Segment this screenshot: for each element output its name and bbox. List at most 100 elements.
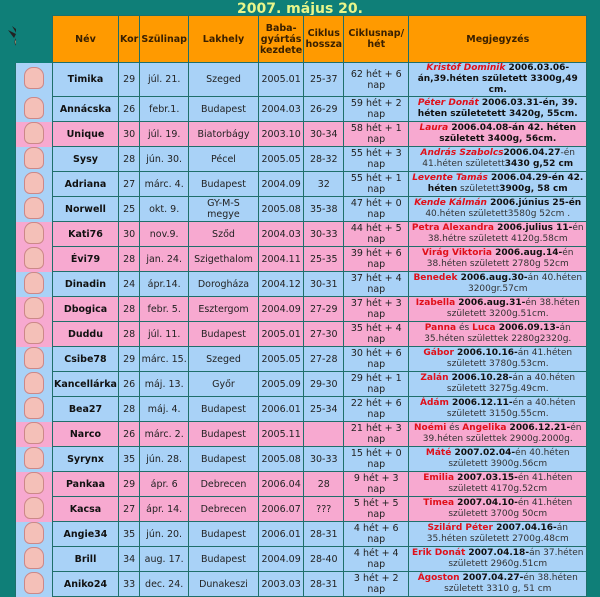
cell-cycle: 28-31 bbox=[303, 571, 345, 597]
cell-cycle: 28-40 bbox=[303, 546, 345, 572]
cell-note: András Szabolcs2006.04.27-én 41.héten sz… bbox=[408, 146, 588, 172]
baby-icon bbox=[24, 371, 44, 394]
cell-week: 37 hét + 3 nap bbox=[343, 296, 410, 322]
cell-note: Virág Viktoria 2006.aug.14-én 38.héten s… bbox=[408, 246, 588, 272]
cell-start: 2004.09 bbox=[257, 171, 305, 197]
cell-age: 28 bbox=[117, 296, 141, 322]
baby-icon bbox=[24, 246, 44, 269]
note-text: és bbox=[456, 323, 473, 333]
cell-cycle: 25-37 bbox=[303, 62, 345, 97]
cell-cycle: 29-30 bbox=[303, 371, 345, 397]
baby-cell bbox=[15, 321, 53, 347]
cell-birthday: jún. 28. bbox=[139, 446, 189, 472]
note-text: én 38.hétre született 4120g.58cm bbox=[427, 223, 584, 244]
cell-age: 30 bbox=[117, 121, 141, 147]
note-text: 2006.10.28- bbox=[448, 373, 513, 383]
cell-note: Noémi és Angelika 2006.12.21-én 39.héten… bbox=[408, 421, 588, 447]
baby-cell bbox=[15, 471, 53, 497]
cell-age: 25 bbox=[117, 196, 141, 222]
baby-icon bbox=[24, 521, 44, 544]
cell-start: 2005.01 bbox=[257, 62, 305, 97]
cell-city: Budapest bbox=[187, 421, 259, 447]
note-text: 2007.04.18- bbox=[465, 548, 530, 558]
note-text: 2006.június 25-én bbox=[486, 198, 582, 208]
cell-city: Budapest bbox=[187, 521, 259, 547]
note-text: án a 40.héten született 3275g.49cm. bbox=[446, 373, 576, 394]
cell-name: Bea27 bbox=[52, 396, 119, 422]
baby-icon bbox=[24, 496, 44, 519]
cell-note: Petra Alexandra 2006.julius 11-én 38.hét… bbox=[408, 221, 588, 247]
baby-icon bbox=[24, 96, 44, 119]
baby-name: Péter Donát bbox=[417, 98, 479, 108]
cell-week: 37 hét + 4 nap bbox=[343, 271, 410, 297]
cell-age: 26 bbox=[117, 371, 141, 397]
cell-start: 2006.07 bbox=[257, 496, 305, 522]
baby-cell bbox=[15, 371, 53, 397]
cell-name: Csibe78 bbox=[52, 346, 119, 372]
baby-name: Gábor bbox=[423, 348, 454, 358]
note-text: 2006.aug.31- bbox=[455, 298, 526, 308]
baby-cell bbox=[15, 196, 53, 222]
cell-name: Unique bbox=[52, 121, 119, 147]
cell-city: Budapest bbox=[187, 321, 259, 347]
baby-cell bbox=[15, 121, 53, 147]
cell-note: Ádám 2006.12.11-én a 40.héten született … bbox=[408, 396, 588, 422]
cell-week: 15 hét + 0 nap bbox=[343, 446, 410, 472]
cell-note: Panna és Luca 2006.09.13-án 35.héten szü… bbox=[408, 321, 588, 347]
table-row: Norwell 25 okt. 9. GY-M-S megye 2005.08 35-38… bbox=[15, 196, 588, 222]
note-text: án 35.héten született 2700g.48cm bbox=[426, 523, 569, 544]
cell-cycle: ??? bbox=[303, 496, 345, 522]
header-row: Név Kor Szülinap Lakhely Baba-gyártás ke… bbox=[15, 15, 588, 63]
table-row: Aniko24 33 dec. 24. Dunakeszi 2003.03 28-31 3 … bbox=[15, 571, 588, 597]
cell-birthday: máj. 13. bbox=[139, 371, 189, 397]
baby-name: Erik Donát bbox=[412, 548, 466, 558]
note-text: 2006.04.08-án 42. héten született 3400g,… bbox=[439, 123, 577, 144]
cell-city: Sződ bbox=[187, 221, 259, 247]
note-text: 2006.12.11- bbox=[448, 398, 513, 408]
cell-age: 28 bbox=[117, 321, 141, 347]
cell-birthday: márc. 2. bbox=[139, 421, 189, 447]
cell-birthday: márc. 4. bbox=[139, 171, 189, 197]
col-header-week: Ciklusnap/ hét bbox=[343, 15, 410, 63]
cell-city: Szeged bbox=[187, 346, 259, 372]
cell-cycle: 30-34 bbox=[303, 121, 345, 147]
table-row: Duddu 28 júl. 11. Budapest 2005.01 27-30 35 hé… bbox=[15, 321, 588, 347]
cell-birthday: júl. 21. bbox=[139, 62, 189, 97]
cell-city: Budapest bbox=[187, 446, 259, 472]
cell-cycle: 35-38 bbox=[303, 196, 345, 222]
baby-name: Virág Viktoria bbox=[422, 248, 492, 258]
col-header-name: Név bbox=[52, 15, 119, 63]
cell-note: Kende Kálmán 2006.június 25-én 40.héten … bbox=[408, 196, 588, 222]
cell-cycle bbox=[303, 421, 345, 447]
cell-start: 2004.03 bbox=[257, 96, 305, 122]
cell-name: Pankaa bbox=[52, 471, 119, 497]
cell-start: 2004.03 bbox=[257, 221, 305, 247]
cell-age: 28 bbox=[117, 146, 141, 172]
cell-start: 2005.11 bbox=[257, 421, 305, 447]
baby-name: Izabella bbox=[415, 298, 456, 308]
table-row: Sysy 28 jún. 30. Pécel 2005.05 28-32 55 hét + … bbox=[15, 146, 588, 172]
baby-icon bbox=[24, 571, 44, 594]
cell-city: Esztergom bbox=[187, 296, 259, 322]
note-text: én 41.héten született 4170g.52cm bbox=[448, 473, 573, 494]
cell-week: 5 hét + 5 nap bbox=[343, 496, 410, 522]
cell-birthday: febr.1. bbox=[139, 96, 189, 122]
cell-name: Brill bbox=[52, 546, 119, 572]
cell-start: 2004.09 bbox=[257, 546, 305, 572]
cell-birthday: júl. 19. bbox=[139, 121, 189, 147]
baby-cell bbox=[15, 296, 53, 322]
cell-week: 30 hét + 6 nap bbox=[343, 346, 410, 372]
note-text: 2006.12.21- bbox=[506, 423, 571, 433]
cell-age: 29 bbox=[117, 471, 141, 497]
note-text: án 41.héten született 3780g.53cm. bbox=[446, 348, 573, 369]
cell-name: Sysy bbox=[52, 146, 119, 172]
cell-name: Timika bbox=[52, 62, 119, 97]
note-text: 3430 g,52 cm bbox=[504, 159, 574, 169]
cell-start: 2005.05 bbox=[257, 146, 305, 172]
note-text: én a 40.héten született 3150g.55cm. bbox=[446, 398, 576, 419]
baby-icon bbox=[24, 271, 44, 294]
cell-age: 26 bbox=[117, 96, 141, 122]
note-text: 2007.04.10- bbox=[454, 498, 518, 508]
baby-icon bbox=[24, 346, 44, 369]
baby-icon bbox=[24, 221, 44, 244]
